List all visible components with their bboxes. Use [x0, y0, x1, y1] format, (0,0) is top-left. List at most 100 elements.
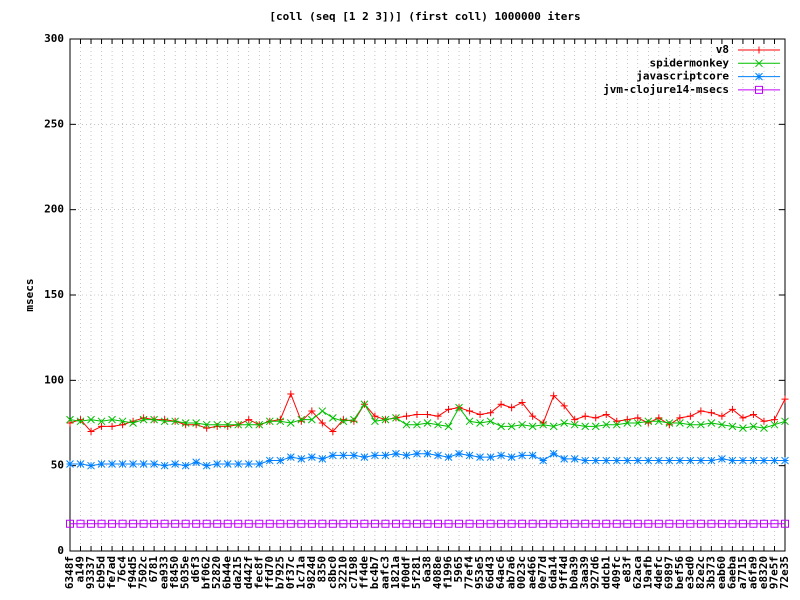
data-point: [286, 453, 295, 461]
data-point: [224, 422, 232, 430]
x-tick-label: e8320: [757, 556, 770, 589]
data-point: [286, 519, 295, 528]
data-point: [287, 390, 295, 398]
y-tick-label: 300: [44, 32, 64, 45]
data-point: [276, 417, 285, 426]
x-tick-label: bf062: [200, 556, 213, 589]
data-point: [202, 519, 211, 528]
data-point: [371, 412, 379, 420]
data-point: [444, 422, 453, 431]
data-point: [465, 417, 474, 426]
data-point: [160, 519, 169, 528]
data-point: [307, 415, 316, 424]
x-tick-label: 3aa39: [578, 556, 591, 589]
data-point: [118, 519, 127, 528]
legend-marker: [755, 85, 763, 94]
data-point: [570, 519, 579, 528]
data-point: [707, 519, 716, 528]
data-point: [171, 460, 180, 468]
data-point: [234, 460, 243, 468]
x-tick-label: ddcb1: [599, 556, 612, 589]
data-point: [560, 402, 568, 410]
data-point: [371, 451, 379, 460]
data-point: [213, 460, 222, 468]
y-axis-label: msecs: [23, 278, 36, 311]
data-point: [781, 456, 789, 465]
data-point: [139, 415, 148, 424]
legend-marker: [755, 59, 763, 68]
x-tick-label: 97e5f: [767, 556, 780, 589]
data-point: [560, 519, 569, 528]
data-point: [602, 456, 611, 465]
data-point: [497, 451, 505, 460]
data-point: [402, 420, 411, 429]
data-point: [592, 414, 600, 422]
data-point: [318, 419, 326, 427]
data-point: [423, 449, 432, 458]
data-point: [560, 419, 569, 427]
legend-marker: [755, 46, 763, 54]
data-point: [98, 422, 106, 430]
data-point: [202, 420, 211, 429]
legend-label: v8: [716, 43, 729, 56]
data-point: [276, 519, 285, 528]
x-tick-label: bc4b7: [368, 556, 381, 589]
data-point: [328, 519, 337, 528]
data-point: [255, 519, 264, 528]
data-point: [150, 415, 158, 424]
x-tick-label: fec8f: [252, 556, 265, 589]
data-point: [476, 419, 484, 427]
data-point: [623, 416, 631, 424]
data-point: [203, 424, 211, 432]
x-tick-label: ab7a6: [505, 556, 518, 589]
data-point: [66, 419, 74, 427]
data-point: [97, 519, 106, 528]
data-point: [329, 428, 337, 436]
data-point: [381, 415, 390, 424]
data-point: [318, 454, 327, 463]
data-point: [350, 451, 358, 460]
data-point: [539, 420, 548, 429]
data-point: [749, 519, 758, 528]
data-point: [570, 420, 579, 429]
data-point: [150, 519, 159, 528]
data-point: [412, 519, 421, 528]
data-point: [318, 519, 327, 528]
data-point: [402, 519, 411, 528]
x-tick-label: f00df: [399, 556, 412, 589]
data-point: [497, 400, 505, 408]
data-point: [255, 420, 264, 429]
x-tick-label: a149: [74, 556, 87, 583]
data-point: [181, 519, 190, 528]
data-point: [445, 405, 453, 413]
x-tick-label: d442f: [242, 556, 255, 589]
data-point: [286, 419, 295, 427]
data-point: [507, 422, 516, 431]
data-point: [402, 451, 411, 460]
data-point: [602, 410, 610, 418]
data-point: [770, 416, 778, 424]
data-point: [613, 417, 621, 425]
data-point: [139, 519, 148, 528]
data-point: [665, 456, 674, 465]
data-point: [760, 417, 768, 425]
data-point: [76, 417, 85, 426]
data-point: [150, 460, 158, 468]
data-point: [307, 519, 316, 528]
data-point: [339, 519, 348, 528]
x-tick-label: 1821a: [389, 556, 402, 589]
data-point: [402, 412, 410, 420]
data-point: [739, 414, 747, 422]
data-point: [728, 405, 736, 413]
data-point: [486, 519, 495, 528]
data-point: [529, 412, 537, 420]
data-point: [223, 460, 232, 468]
data-point: [633, 456, 642, 465]
data-point: [381, 519, 390, 528]
x-tick-label: 927d6: [589, 556, 602, 589]
data-point: [108, 460, 116, 468]
data-point: [749, 422, 758, 431]
data-point: [66, 460, 74, 468]
data-point: [129, 519, 138, 528]
